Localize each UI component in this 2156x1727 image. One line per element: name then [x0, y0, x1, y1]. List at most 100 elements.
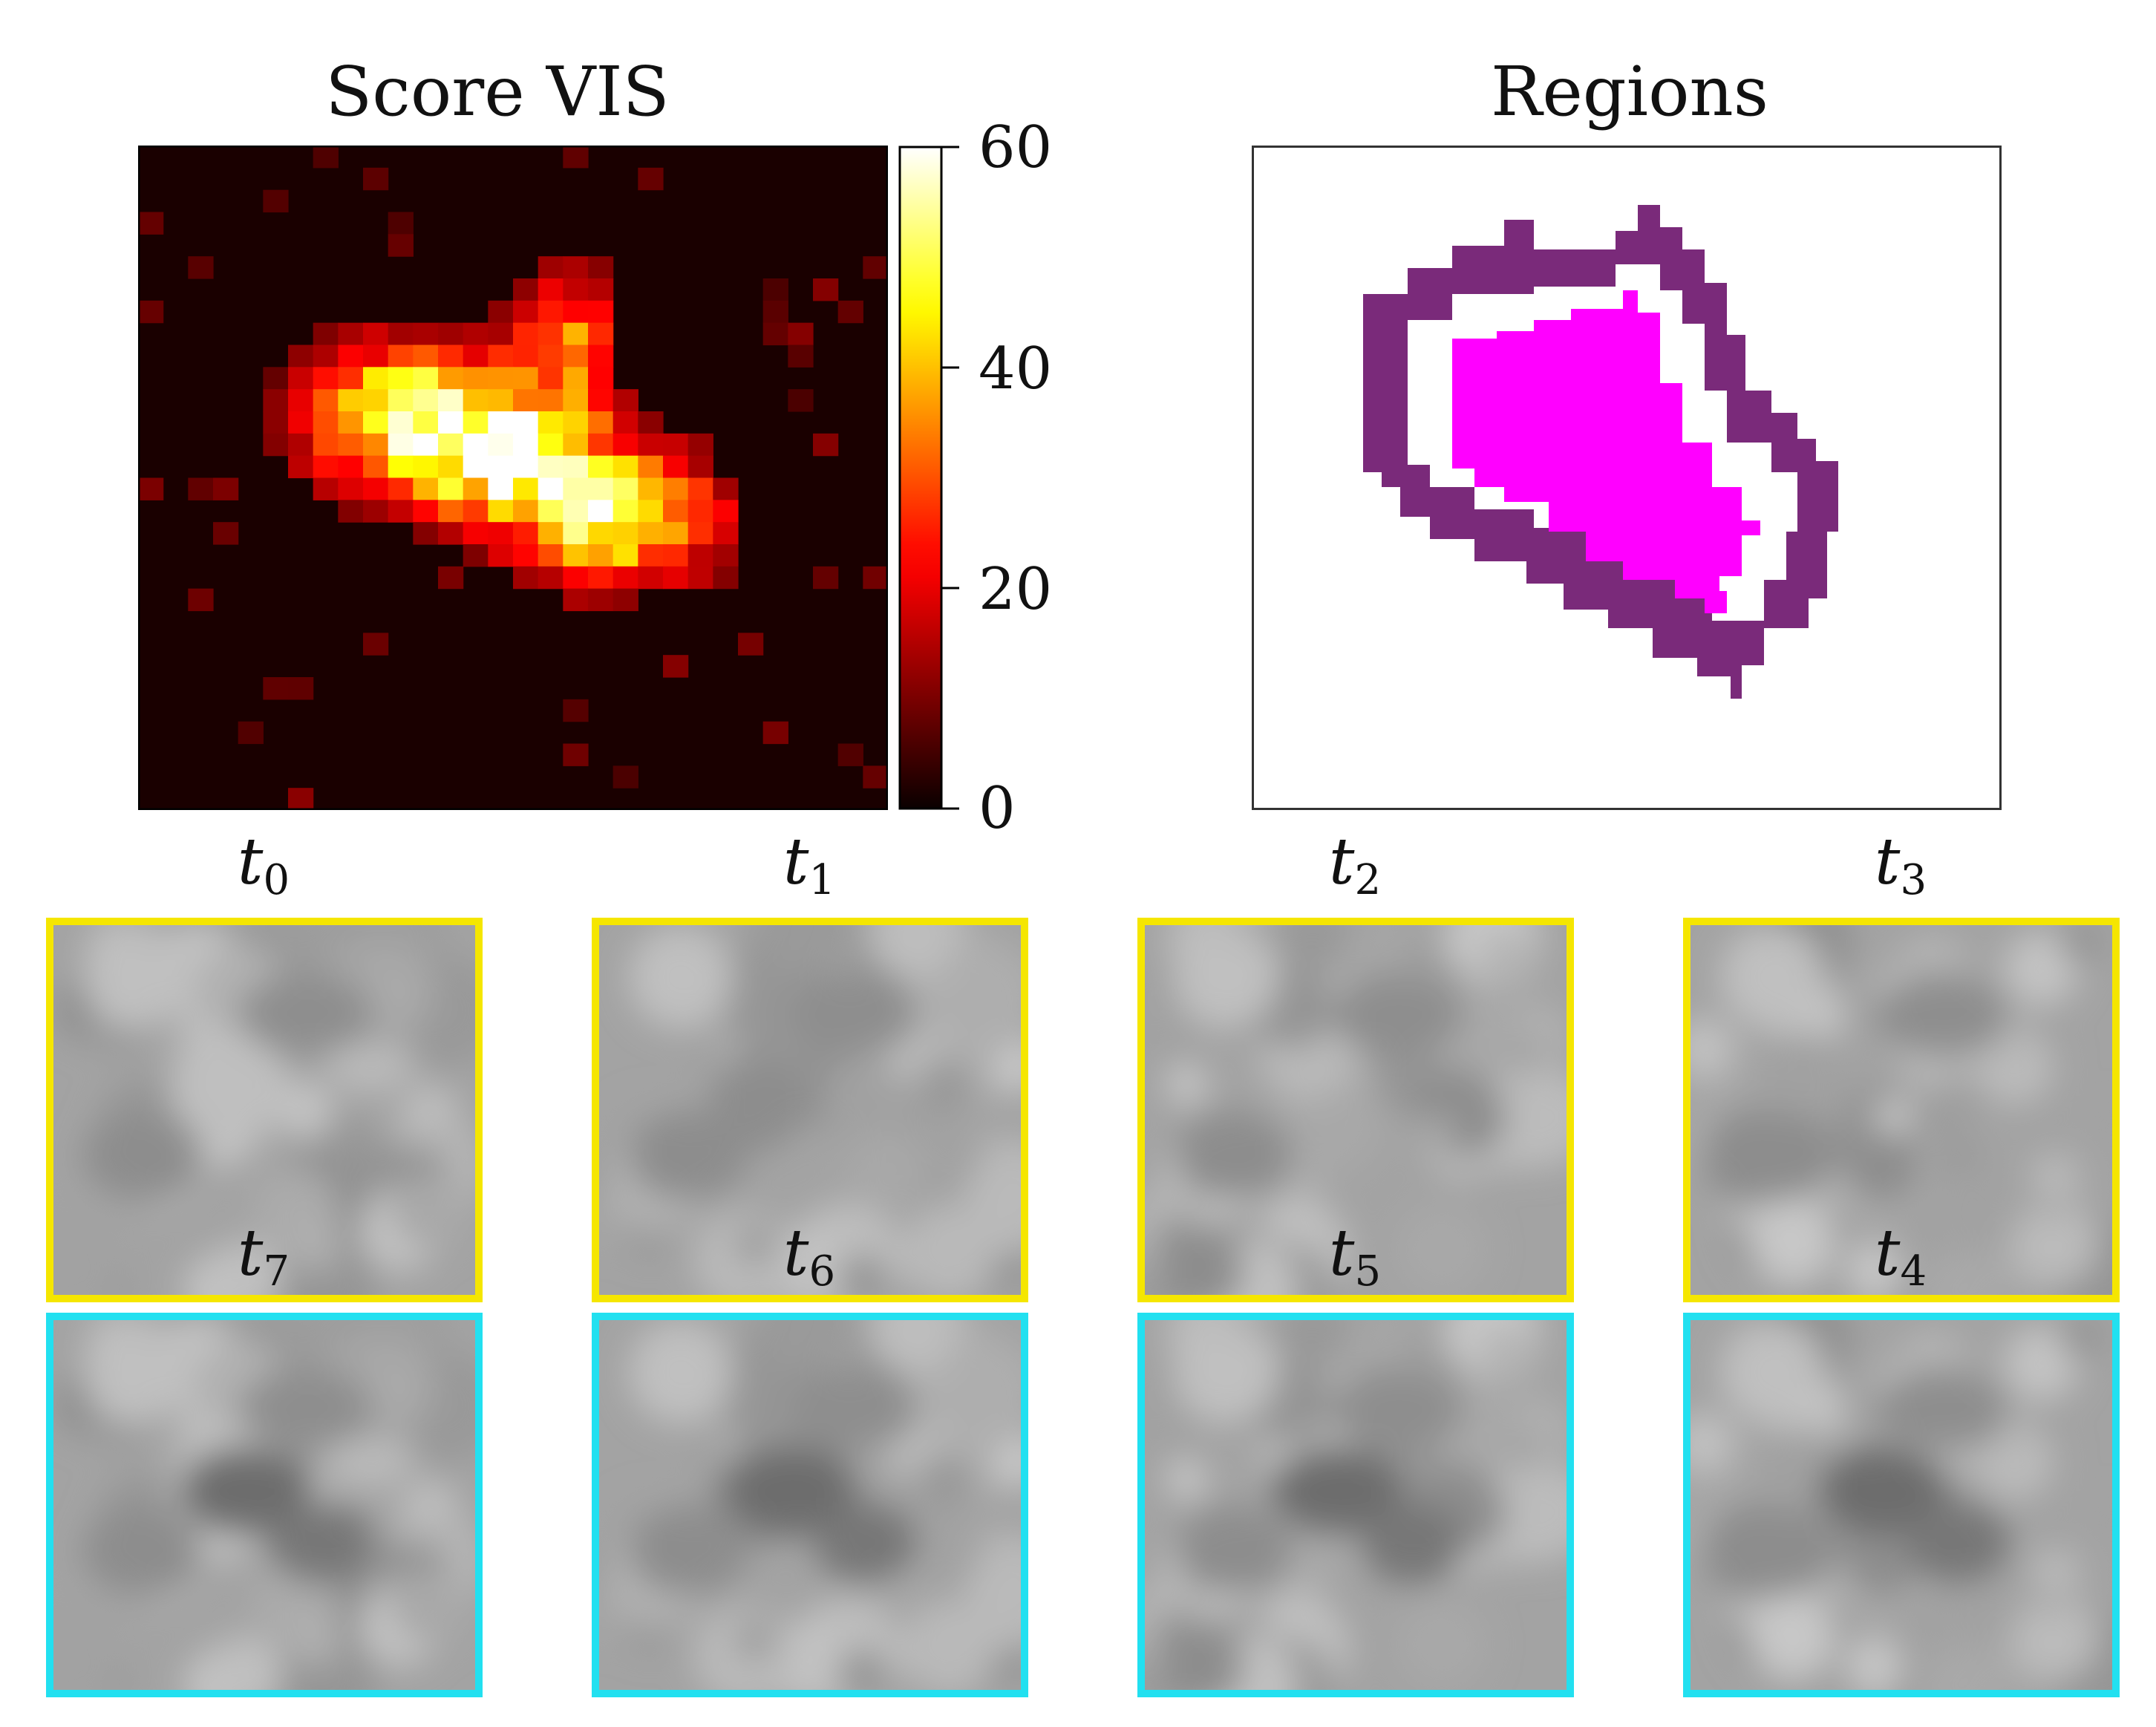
heatmap-cell [238, 721, 264, 745]
heatmap-cell [463, 367, 489, 390]
heatmap-cell [563, 278, 589, 301]
heatmap-cell [488, 544, 514, 567]
heatmap-cell [663, 566, 689, 590]
heatmap-cell [588, 322, 614, 346]
heatmap-cell [313, 367, 339, 390]
time-label-t5: t5 [1328, 1216, 1382, 1296]
heatmap-cell [438, 522, 464, 545]
heatmap-cell [338, 477, 364, 500]
heatmap-cell [463, 389, 489, 412]
patch-bottom-0 [46, 1313, 483, 1697]
time-label-t4: t4 [1874, 1216, 1927, 1296]
heatmap-cell [663, 500, 689, 523]
heatmap-cell [313, 455, 339, 479]
heatmap-cell [638, 411, 664, 434]
heatmap-cell [638, 522, 664, 545]
heatmap-cell [488, 522, 514, 545]
heatmap-cell [663, 522, 689, 545]
heatmap-cell [762, 300, 788, 324]
heatmap-cell [738, 633, 764, 656]
heatmap-cell [488, 433, 514, 457]
heatmap-cell [612, 566, 638, 590]
heatmap-cell [563, 300, 589, 324]
heatmap-cell [363, 633, 389, 656]
heatmap-cell [588, 455, 614, 479]
heatmap-cell [513, 455, 539, 479]
heatmap-cell [588, 345, 614, 368]
heatmap-cell [687, 522, 713, 545]
heatmap-cell [788, 345, 814, 368]
heatmap-cell [612, 500, 638, 523]
heatmap-cell [388, 345, 414, 368]
heatmap-cell [388, 411, 414, 434]
patch-top-0 [46, 918, 483, 1302]
score-panel-title: Score VIS [325, 52, 670, 131]
heatmap-cell [413, 500, 439, 523]
heatmap-cell [388, 433, 414, 457]
heatmap-cell [588, 522, 614, 545]
heatmap-cell [338, 322, 364, 346]
heatmap-cell [513, 544, 539, 567]
heatmap-cell [188, 256, 214, 279]
inner-region [1452, 290, 1760, 613]
heatmap-cell [338, 455, 364, 479]
heatmap-cell [438, 389, 464, 412]
score-heatmap [138, 146, 888, 810]
heatmap-cell [513, 433, 539, 457]
heatmap-cell [788, 389, 814, 412]
heatmap-cell [612, 455, 638, 479]
heatmap-cell [288, 677, 314, 700]
heatmap-cell [388, 477, 414, 500]
heatmap-cell [213, 522, 239, 545]
heatmap-cell [588, 566, 614, 590]
heatmap-cell [338, 500, 364, 523]
heatmap-cell [363, 500, 389, 523]
heatmap-cell [363, 477, 389, 500]
heatmap-cell [513, 389, 539, 412]
time-label-t0: t0 [237, 825, 290, 904]
heatmap-cell [463, 544, 489, 567]
heatmap-cell [563, 500, 589, 523]
time-label-t3: t3 [1874, 825, 1927, 904]
heatmap-cell [388, 500, 414, 523]
regions-panel-title: Regions [1491, 52, 1768, 131]
patch-top-1 [592, 918, 1028, 1302]
heatmap-cell [463, 322, 489, 346]
heatmap-cell [188, 477, 214, 500]
heatmap-cell [513, 500, 539, 523]
heatmap-cell [438, 433, 464, 457]
heatmap-cell [363, 367, 389, 390]
heatmap-cell [863, 256, 888, 279]
heatmap-cell [513, 300, 539, 324]
heatmap-cell [338, 345, 364, 368]
heatmap-cell [638, 433, 664, 457]
heatmap-cell [463, 500, 489, 523]
heatmap-cell [588, 367, 614, 390]
heatmap-cell [588, 588, 614, 612]
regions-map [1252, 146, 2002, 810]
heatmap-cell [588, 477, 614, 500]
heatmap-cell [513, 322, 539, 346]
heatmap-cell [638, 477, 664, 500]
heatmap-cell [488, 300, 514, 324]
heatmap-cell [538, 477, 564, 500]
heatmap-cell [563, 588, 589, 612]
heatmap-cell [588, 500, 614, 523]
heatmap-cell [538, 411, 564, 434]
heatmap-cell [538, 345, 564, 368]
heatmap-cell [612, 765, 638, 789]
heatmap-cell [538, 544, 564, 567]
heatmap-cell [538, 455, 564, 479]
heatmap-cell [563, 477, 589, 500]
heatmap-cell [288, 345, 314, 368]
patch-image [599, 925, 1021, 1295]
heatmap-cell [138, 212, 164, 235]
patch-image [53, 1320, 475, 1690]
heatmap-cell [837, 300, 863, 324]
time-label-t2: t2 [1328, 825, 1382, 904]
heatmap-cell [263, 389, 289, 412]
heatmap-cell [713, 500, 739, 523]
heatmap-cell [213, 477, 239, 500]
heatmap-cell [713, 522, 739, 545]
heatmap-cell [463, 411, 489, 434]
